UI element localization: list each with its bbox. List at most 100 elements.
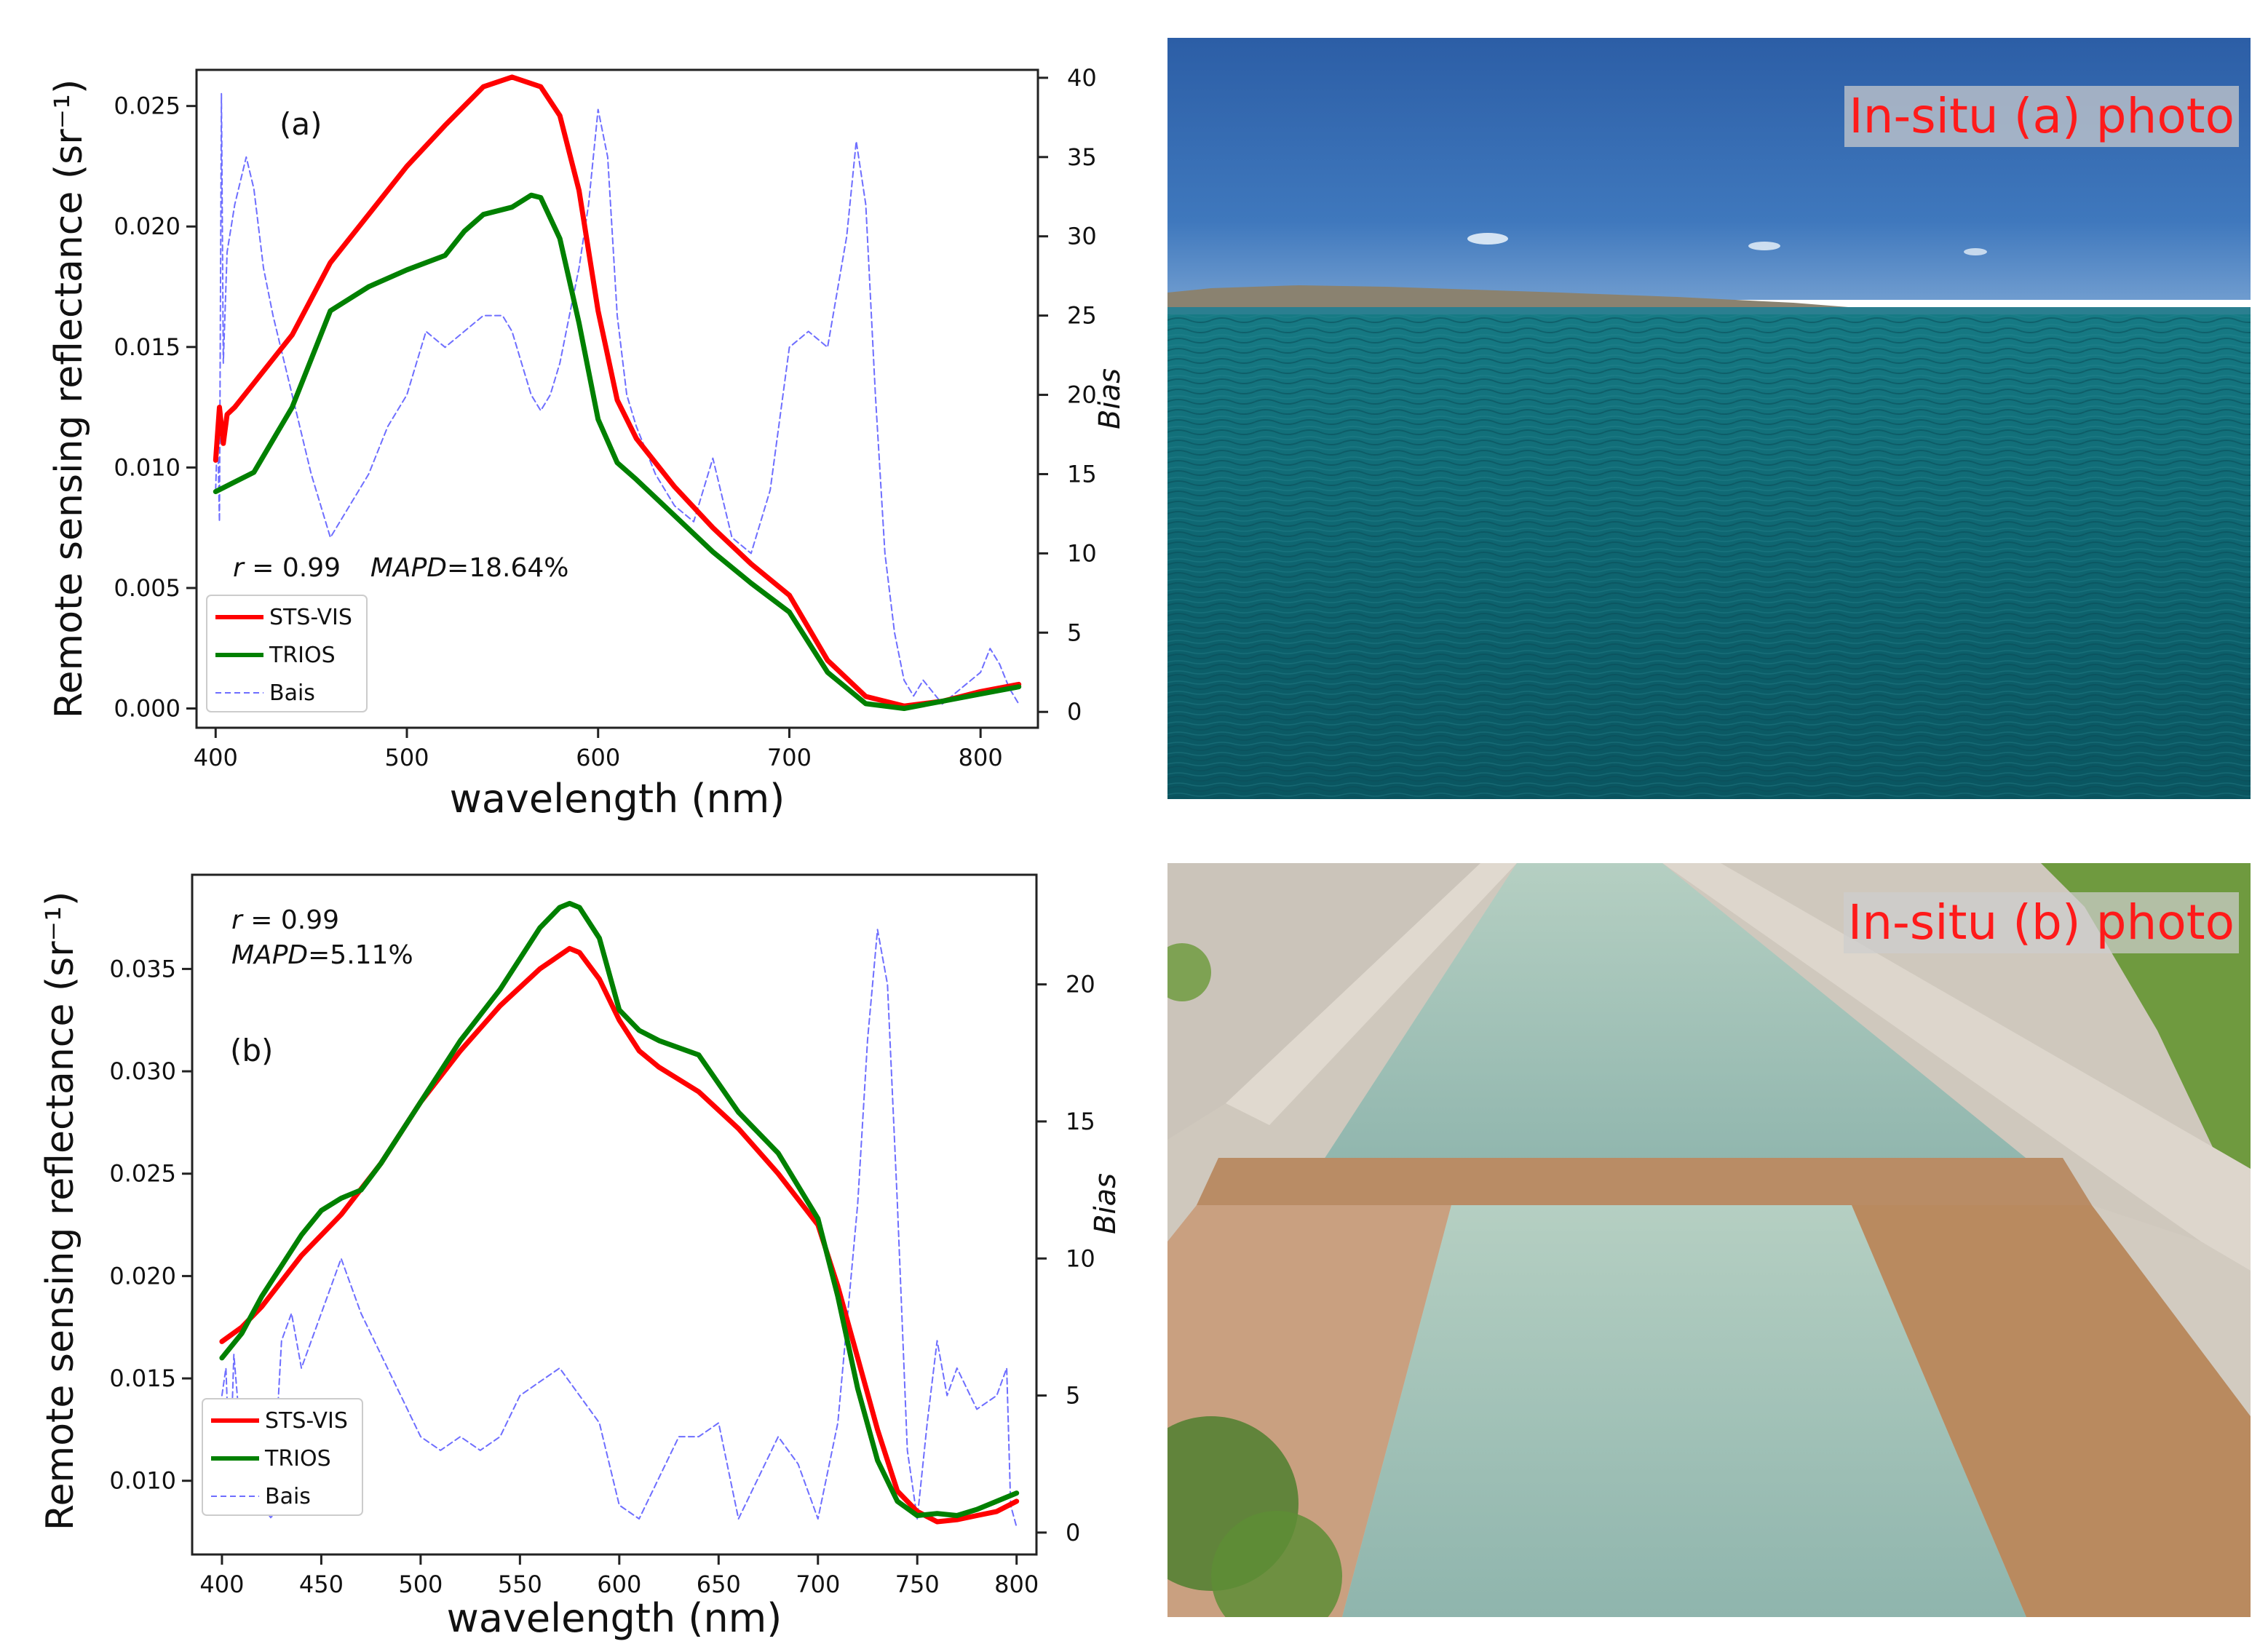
series-line-sts-vis	[213, 74, 1022, 709]
horizon-band	[1167, 307, 2251, 316]
series-line-bais	[221, 929, 1018, 1528]
photo-lake: In-situ (a) photo	[1167, 38, 2251, 799]
y-tick-label: 0.010	[109, 1467, 176, 1495]
stats-mapd-value-a: =18.64%	[447, 553, 568, 583]
y2-tick-label: 20	[1066, 971, 1095, 998]
cloud	[1748, 242, 1780, 250]
photo-label-b: In-situ (b) photo	[1843, 892, 2239, 953]
legend-box-b	[202, 1398, 363, 1516]
legend-label-trios-b: TRIOS	[264, 1446, 331, 1472]
x-tick-label: 650	[697, 1570, 741, 1598]
right-wall-lower	[2092, 1205, 2251, 1416]
legend-label-sts-a: STS-VIS	[269, 605, 352, 630]
y-tick-label: 0.025	[114, 92, 181, 120]
channel-lower-water	[1342, 1205, 2026, 1617]
y2-tick-label: 20	[1067, 381, 1097, 409]
y-tick-label: 0.035	[109, 955, 176, 982]
y2-tick-label: 10	[1067, 539, 1097, 567]
cloud	[1467, 233, 1508, 245]
y2-tick-label: 30	[1067, 223, 1097, 250]
stats-r-value-a: = 0.99	[244, 553, 357, 583]
left-wall	[1226, 863, 1517, 1125]
series-layer-b	[219, 900, 1020, 1528]
right-ledge	[1852, 1205, 2251, 1617]
y2-tick-label: 15	[1066, 1108, 1095, 1135]
y-axis-label-b: Remote sensing reflectance (sr⁻¹)	[39, 892, 82, 1530]
left-walkway	[1167, 863, 1480, 1140]
y2-axis-label-b: Bias	[1089, 1173, 1122, 1234]
weir	[1197, 1158, 2092, 1205]
x-tick-label: 600	[597, 1570, 641, 1598]
panel-label-a: (a)	[279, 106, 322, 142]
cloud	[1964, 248, 1987, 255]
legend-label-trios-a: TRIOS	[269, 643, 336, 668]
y-tick-label: 0.020	[114, 213, 181, 240]
channel-upper-water	[1313, 863, 2048, 1176]
y2-tick-label: 40	[1067, 64, 1097, 92]
x-tick-label: 500	[398, 1570, 443, 1598]
stats-r-value-b: = 0.99	[242, 905, 339, 935]
y2-tick-label: 0	[1066, 1519, 1080, 1546]
x-tick-label: 400	[194, 744, 238, 771]
sky	[1167, 38, 2251, 300]
y2-tick-label: 15	[1067, 460, 1097, 488]
chart-a: 400 500 600 700 8000.0000.0050.0100.0150.020…	[47, 64, 1127, 822]
grass	[2041, 863, 2251, 1227]
axes-layer-b: 400 450 500 550 600 650 700 750 800 0.010 0.015 0.0…	[109, 955, 1095, 1598]
y-tick-label: 0.010	[114, 453, 181, 481]
panel-label-b: (b)	[230, 1033, 273, 1068]
y-tick-label: 0.020	[109, 1262, 176, 1290]
stats-r-a: r	[233, 553, 245, 583]
x-axis-label-a: wavelength (nm)	[450, 776, 785, 822]
x-tick-label: 400	[199, 1570, 244, 1598]
x-tick-label: 700	[796, 1570, 840, 1598]
y-tick-label: 0.015	[114, 333, 181, 361]
axes-layer-a: 400 500 600 700 8000.0000.0050.0100.0150.020…	[114, 64, 1096, 771]
x-tick-label: 550	[498, 1570, 542, 1598]
x-tick-label: 700	[767, 744, 812, 771]
chart-b: 400 450 500 550 600 650 700 750 800 0.010 0.015 0.0…	[39, 873, 1122, 1641]
x-tick-label: 750	[895, 1570, 940, 1598]
water-waves	[1167, 314, 2251, 799]
legend-box-a	[206, 595, 368, 712]
shrub	[1211, 1511, 1342, 1617]
legend-label-bais-a: Bais	[269, 680, 315, 706]
x-axis-label-b: wavelength (nm)	[447, 1595, 782, 1641]
x-tick-label: 800	[959, 744, 1003, 771]
legend-label-sts-b: STS-VIS	[265, 1408, 348, 1434]
legend-label-bais-b: Bais	[265, 1484, 311, 1509]
y2-tick-label: 5	[1066, 1382, 1080, 1410]
stats-mapd-a: MAPD	[370, 553, 447, 583]
y-axis-label-a: Remote sensing reflectance (sr⁻¹)	[47, 79, 91, 718]
y2-tick-label: 0	[1067, 698, 1082, 726]
series-layer-a	[213, 74, 1022, 711]
y-tick-label: 0.015	[109, 1365, 176, 1392]
stats-annotation-b-line1: r = 0.99	[231, 905, 339, 935]
x-tick-label: 500	[384, 744, 429, 771]
series-line-trios	[219, 900, 1020, 1518]
y2-tick-label: 5	[1067, 619, 1082, 646]
y-tick-label: 0.030	[109, 1057, 176, 1085]
photo-channel: In-situ (b) photo	[1167, 863, 2251, 1617]
stats-mapd-b: MAPD	[231, 940, 308, 970]
legend-b: STS-VIS TRIOS Bais	[202, 1398, 363, 1516]
legend-a: STS-VIS TRIOS Bais	[206, 595, 368, 712]
x-tick-label: 600	[576, 744, 620, 771]
shrub	[1167, 943, 1211, 1001]
stats-annotation-b-line2: MAPD=5.11%	[231, 940, 413, 970]
series-line-trios	[213, 192, 1022, 711]
y2-axis-label-a: Bias	[1093, 368, 1127, 429]
y2-tick-label: 25	[1067, 302, 1097, 330]
stats-mapd-value-b: =5.11%	[308, 940, 413, 970]
x-tick-label: 450	[299, 1570, 344, 1598]
stats-r-b: r	[231, 905, 244, 935]
y2-tick-label: 35	[1067, 143, 1097, 171]
y2-tick-label: 10	[1066, 1244, 1095, 1272]
x-tick-label: 800	[994, 1570, 1039, 1598]
y-tick-label: 0.025	[109, 1160, 176, 1188]
stats-annotation-a: r = 0.99 MAPD=18.64%	[233, 553, 568, 583]
photo-channel-scene	[1167, 863, 2251, 1617]
y-tick-label: 0.000	[114, 695, 181, 723]
photo-label-a: In-situ (a) photo	[1844, 86, 2239, 147]
right-wall	[1662, 863, 2251, 1271]
